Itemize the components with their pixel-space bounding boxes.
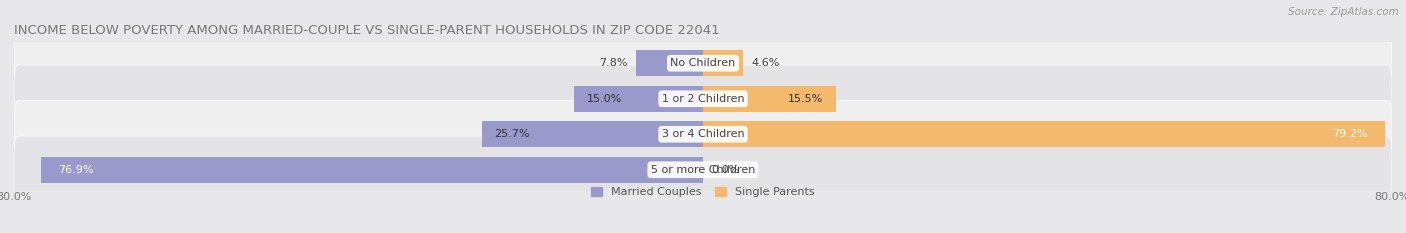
Text: 15.5%: 15.5% (789, 94, 824, 104)
Text: 15.0%: 15.0% (586, 94, 621, 104)
Text: INCOME BELOW POVERTY AMONG MARRIED-COUPLE VS SINGLE-PARENT HOUSEHOLDS IN ZIP COD: INCOME BELOW POVERTY AMONG MARRIED-COUPL… (14, 24, 720, 37)
Text: 76.9%: 76.9% (58, 165, 93, 175)
Text: 0.0%: 0.0% (711, 165, 740, 175)
Bar (636, 51, 703, 76)
FancyBboxPatch shape (14, 100, 1392, 168)
Bar (703, 51, 742, 76)
Bar (482, 121, 703, 147)
Legend: Married Couples, Single Parents: Married Couples, Single Parents (592, 187, 814, 197)
Text: Source: ZipAtlas.com: Source: ZipAtlas.com (1288, 7, 1399, 17)
Text: 4.6%: 4.6% (751, 58, 779, 68)
FancyBboxPatch shape (14, 65, 1392, 133)
FancyBboxPatch shape (14, 30, 1392, 97)
Text: 5 or more Children: 5 or more Children (651, 165, 755, 175)
Text: 25.7%: 25.7% (495, 129, 530, 139)
Bar (703, 121, 1385, 147)
Bar (41, 157, 703, 182)
Text: 3 or 4 Children: 3 or 4 Children (662, 129, 744, 139)
Text: 7.8%: 7.8% (599, 58, 627, 68)
Bar (703, 86, 837, 112)
FancyBboxPatch shape (14, 136, 1392, 203)
Text: 79.2%: 79.2% (1333, 129, 1368, 139)
Text: 1 or 2 Children: 1 or 2 Children (662, 94, 744, 104)
Bar (574, 86, 703, 112)
Text: No Children: No Children (671, 58, 735, 68)
